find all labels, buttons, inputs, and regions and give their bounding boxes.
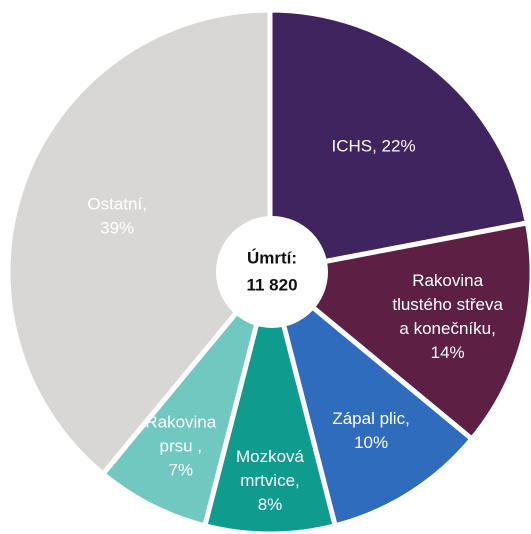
center-title: Úmrtí: xyxy=(247,248,297,267)
slice-label: Rakovina xyxy=(412,271,483,290)
slice-label: a konečníku, xyxy=(399,319,495,338)
slice xyxy=(267,220,531,442)
slice-label: Ostatní, xyxy=(87,194,147,213)
slice-label: 14% xyxy=(431,343,465,362)
slice-label: 39% xyxy=(100,218,134,237)
slice-label: 8% xyxy=(258,495,283,514)
slice-label: tlustého střeva xyxy=(392,295,503,314)
slice-label: mrtvice, xyxy=(240,471,300,490)
slice xyxy=(5,7,273,477)
slice xyxy=(202,269,338,534)
slice-label: 7% xyxy=(169,461,194,480)
slice-label: ICHS, 22% xyxy=(331,136,415,155)
slices xyxy=(5,7,531,534)
center-hole xyxy=(216,216,328,328)
slice-label: prsu , xyxy=(160,437,203,456)
slice-label: Zápal plic, xyxy=(332,409,409,428)
slice-label: 10% xyxy=(354,433,388,452)
slice xyxy=(267,7,530,275)
slice-label: Mozková xyxy=(236,447,305,466)
slice-label: Rakovina xyxy=(145,413,216,432)
center-value: 11 820 xyxy=(246,275,297,294)
